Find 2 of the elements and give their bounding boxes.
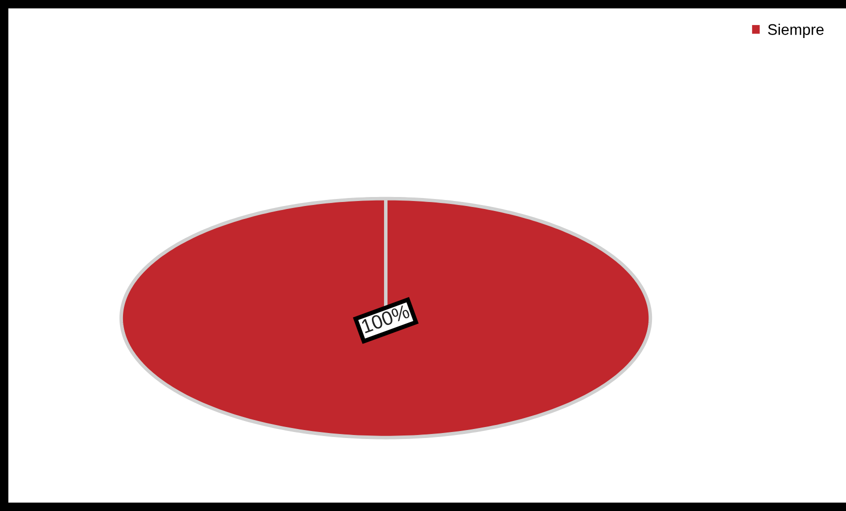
legend-label: Siempre	[768, 24, 824, 38]
data-label: 100%	[360, 304, 410, 334]
